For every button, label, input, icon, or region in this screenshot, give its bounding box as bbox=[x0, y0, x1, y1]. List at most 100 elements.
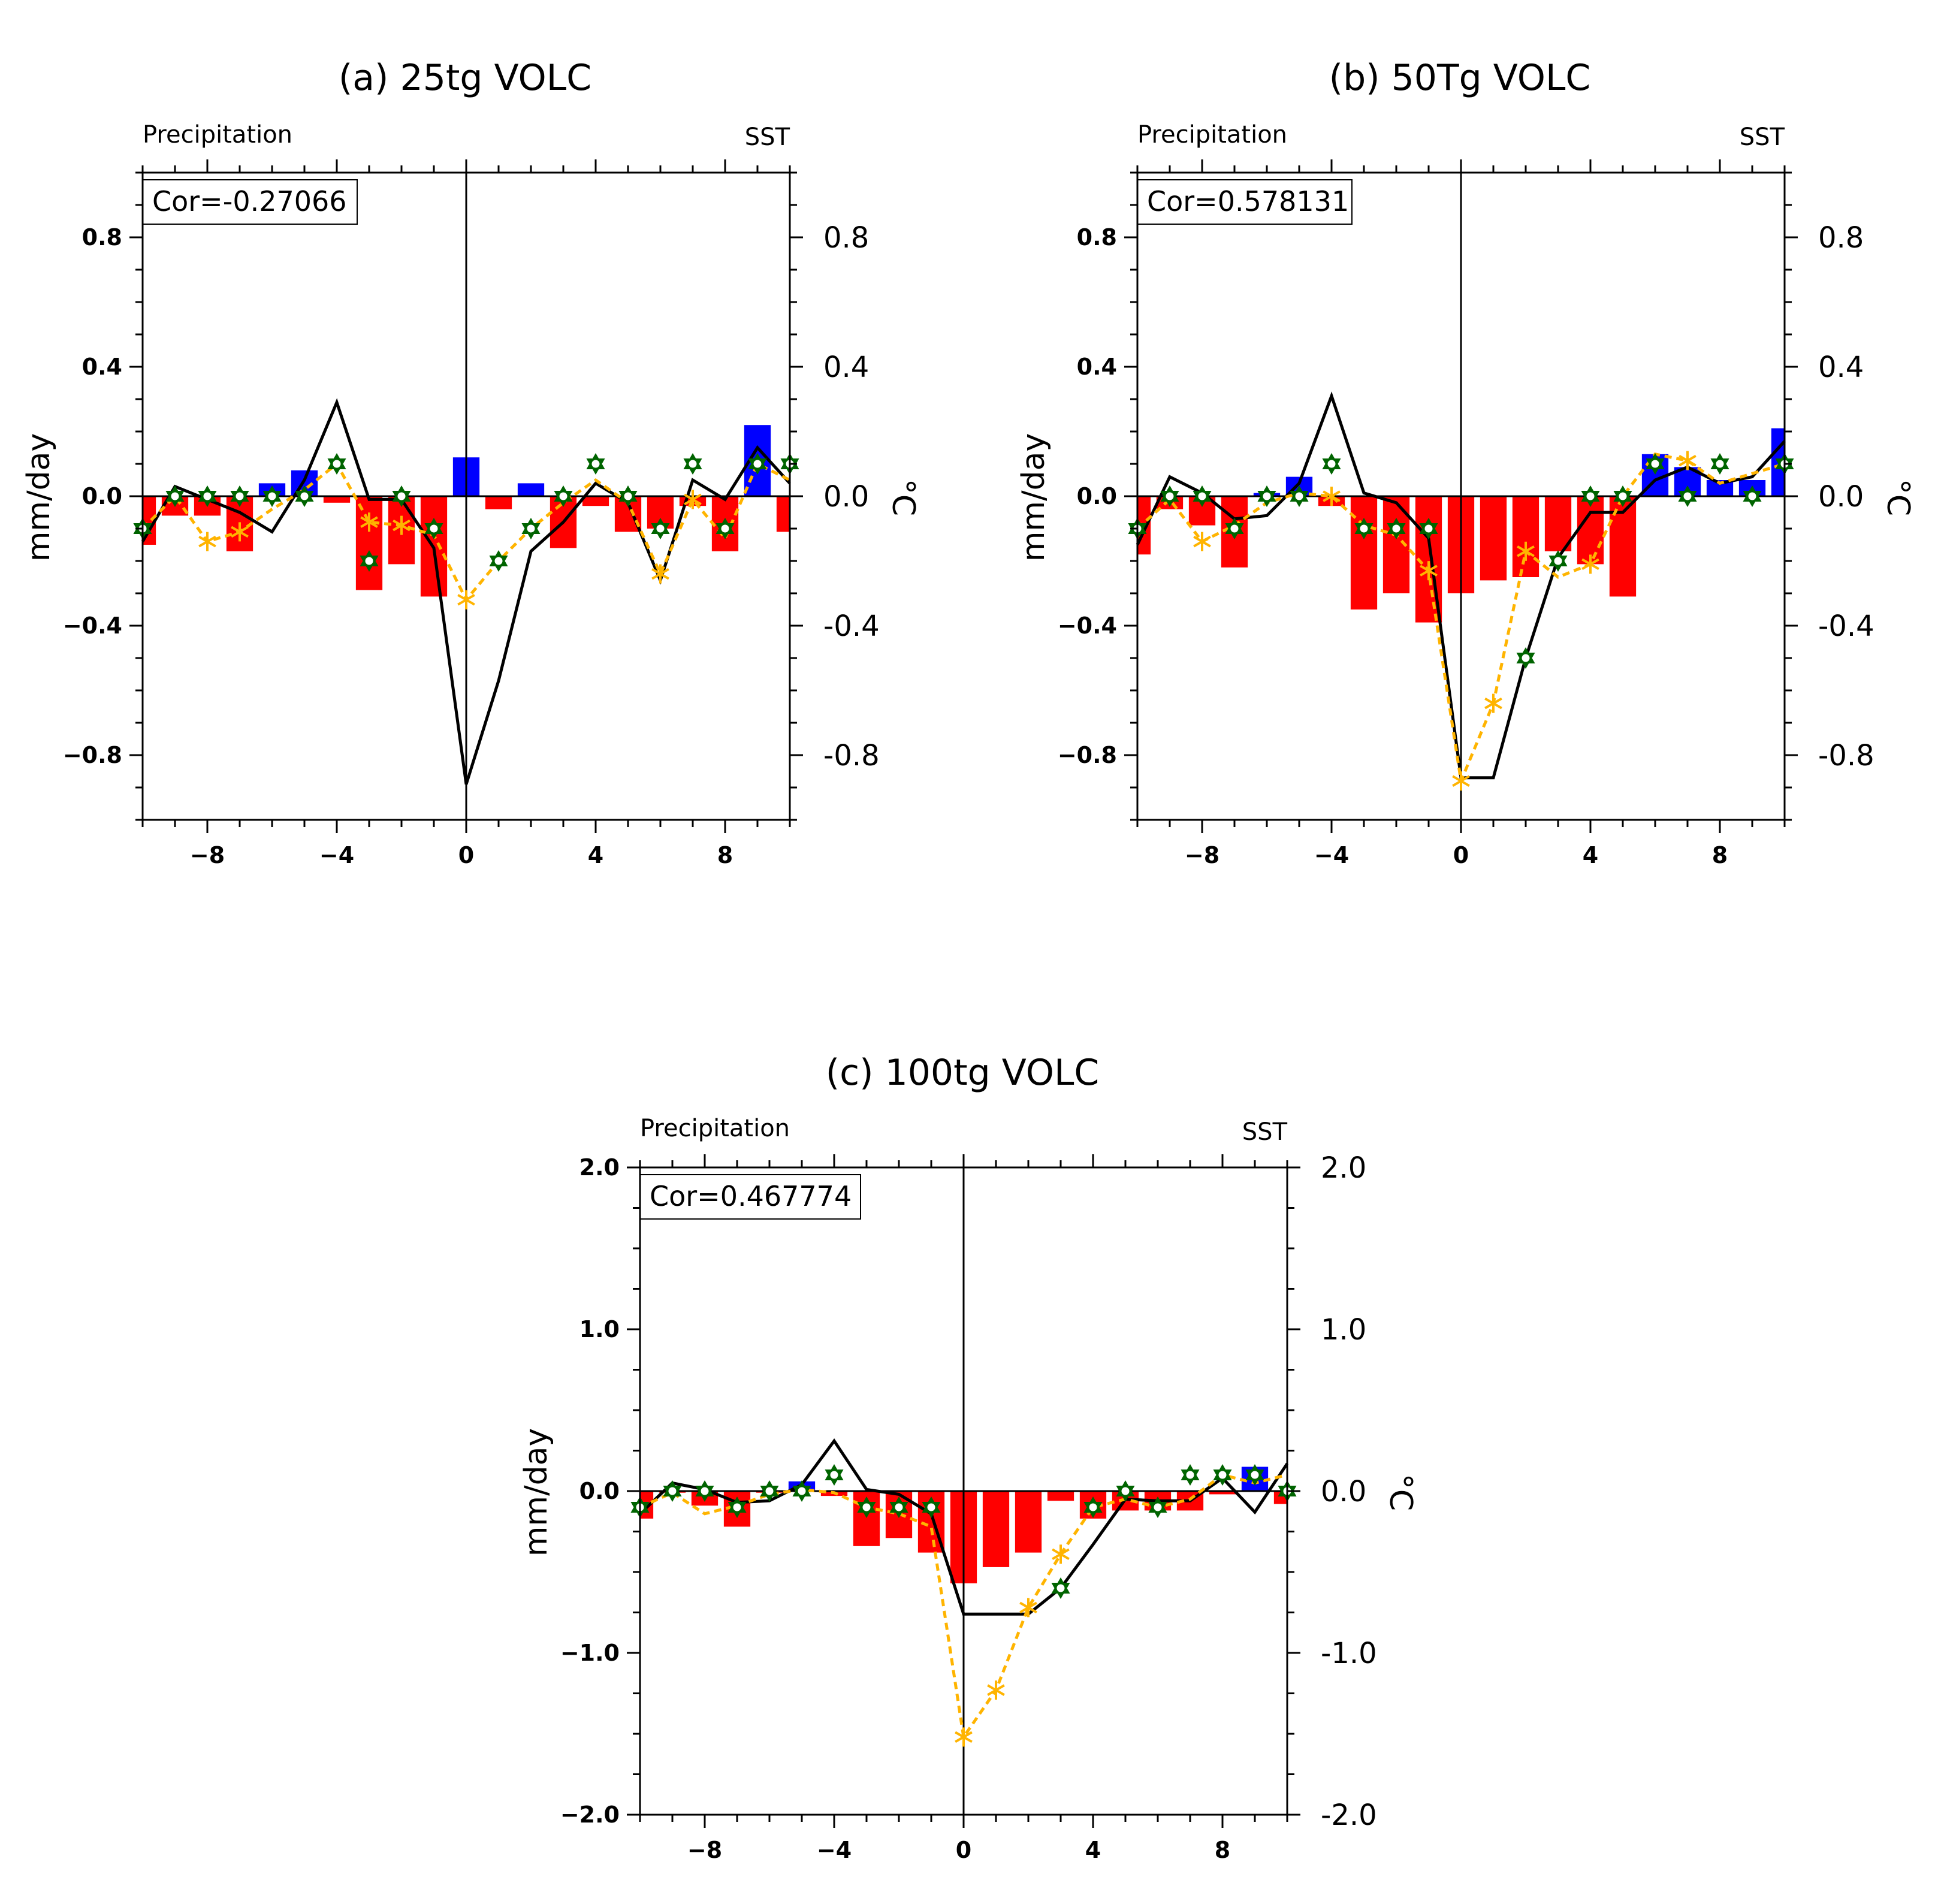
asterisk-marker bbox=[1679, 451, 1696, 470]
y2-tick-label: 1.0 bbox=[1321, 1313, 1366, 1347]
panel-b: (b) 50Tg VOLC Precipitation SST mm/day °… bbox=[1016, 57, 1916, 562]
plot-area: −0.8 -0.8 −0.4 -0.4 0.0 0.0 0.4 0.4 0.8 0.8 −8 −4 0 4… bbox=[63, 159, 880, 868]
y-tick-label: 0.0 bbox=[579, 1478, 620, 1504]
asterisk-marker bbox=[955, 1727, 973, 1747]
asterisk-stroke bbox=[360, 516, 378, 528]
star-marker-center bbox=[1327, 460, 1336, 468]
precipitation-bar bbox=[355, 496, 383, 590]
y-tick-label: 0.0 bbox=[82, 483, 122, 509]
asterisk-marker bbox=[231, 522, 249, 542]
asterisk-marker bbox=[1581, 554, 1599, 574]
precipitation-bar bbox=[517, 483, 545, 496]
star-marker-center bbox=[1218, 1471, 1227, 1479]
asterisk-marker bbox=[360, 512, 378, 532]
star-marker-center bbox=[656, 524, 665, 533]
asterisk-stroke bbox=[955, 1731, 973, 1743]
precipitation-bar bbox=[1015, 1491, 1042, 1553]
correlation-box: Cor=0.467774 bbox=[639, 1174, 861, 1220]
plot-area: −0.8 -0.8 −0.4 -0.4 0.0 0.0 0.4 0.4 0.8 0.8 −8 −4 0 4… bbox=[1058, 159, 1874, 868]
star-marker-center bbox=[733, 1503, 741, 1511]
correlation-label: Cor=0.467774 bbox=[650, 1180, 852, 1212]
star-marker-center bbox=[1230, 524, 1239, 533]
star-marker-center bbox=[1198, 492, 1206, 500]
y2-tick-label: 2.0 bbox=[1321, 1151, 1366, 1185]
star-marker-center bbox=[527, 524, 535, 533]
y-tick-label: 0.0 bbox=[1077, 483, 1117, 509]
star-marker-center bbox=[1251, 1471, 1259, 1479]
star-marker-center bbox=[624, 492, 632, 500]
panel-title: (c) 100tg VOLC bbox=[826, 1052, 1100, 1094]
star-marker-center bbox=[1554, 557, 1562, 565]
correlation-box: Cor=-0.27066 bbox=[142, 179, 358, 225]
x-tick-label: −4 bbox=[817, 1837, 852, 1863]
star-marker-center bbox=[1295, 492, 1303, 500]
star-marker-center bbox=[559, 492, 567, 500]
y-tick-label: 0.4 bbox=[1077, 354, 1117, 380]
y2-tick-label: 0.4 bbox=[823, 351, 869, 384]
precipitation-bar bbox=[982, 1491, 1010, 1567]
star-marker-center bbox=[830, 1471, 838, 1479]
asterisk-stroke bbox=[1484, 697, 1502, 710]
asterisk-marker bbox=[1420, 561, 1438, 581]
asterisk-marker bbox=[1019, 1598, 1037, 1618]
correlation-label: Cor=0.578131 bbox=[1147, 185, 1349, 218]
star-marker-center bbox=[1619, 492, 1627, 500]
correlation-label: Cor=-0.27066 bbox=[152, 185, 347, 218]
asterisk-marker bbox=[1052, 1544, 1070, 1564]
asterisk-stroke bbox=[1679, 454, 1696, 467]
sst-label: SST bbox=[1242, 1118, 1288, 1146]
star-marker-center bbox=[1166, 492, 1174, 500]
star-marker-center bbox=[430, 524, 438, 533]
y-tick-label: 1.0 bbox=[579, 1316, 620, 1342]
precipitation-bar bbox=[1577, 496, 1604, 565]
y2-tick-label: 0.0 bbox=[823, 480, 869, 514]
y2-axis-label: °C bbox=[1880, 479, 1916, 516]
y2-tick-label: 0.0 bbox=[1321, 1475, 1366, 1508]
y2-tick-label: -0.8 bbox=[823, 739, 880, 773]
y-tick-label: 0.8 bbox=[1077, 224, 1117, 251]
y-tick-label: 0.4 bbox=[82, 354, 122, 380]
y-tick-label: −1.0 bbox=[560, 1640, 620, 1666]
star-marker-center bbox=[1089, 1503, 1097, 1511]
star-marker-center bbox=[927, 1503, 935, 1511]
asterisk-stroke bbox=[684, 493, 702, 506]
star-marker-center bbox=[494, 557, 503, 565]
star-marker-center bbox=[236, 492, 244, 500]
asterisk-stroke bbox=[1581, 558, 1599, 571]
star-marker-center bbox=[689, 460, 697, 468]
star-marker-center bbox=[895, 1503, 903, 1511]
star-marker-center bbox=[1748, 492, 1756, 500]
star-marker-center bbox=[862, 1503, 871, 1511]
star-marker-center bbox=[1056, 1584, 1065, 1592]
y2-axis-label: °C bbox=[1382, 1474, 1418, 1511]
plot-area: −2.0 -2.0 −1.0 -1.0 0.0 0.0 1.0 1.0 2.0 2.0 −8 −4 0 4… bbox=[560, 1151, 1377, 1863]
panel-title: (a) 25tg VOLC bbox=[339, 57, 591, 99]
y-tick-label: −2.0 bbox=[560, 1802, 620, 1828]
asterisk-stroke bbox=[1052, 1548, 1070, 1561]
y-tick-label: −0.8 bbox=[1058, 742, 1117, 768]
sst-label: SST bbox=[745, 123, 790, 151]
precipitation-bar bbox=[1544, 496, 1572, 551]
y2-tick-label: 0.4 bbox=[1818, 351, 1864, 384]
star-marker-center bbox=[1392, 524, 1400, 533]
x-tick-label: 4 bbox=[1085, 1837, 1101, 1863]
asterisk-stroke bbox=[1193, 535, 1211, 548]
sst-label: SST bbox=[1740, 123, 1785, 151]
star-marker-center bbox=[203, 492, 212, 500]
y2-tick-label: -0.8 bbox=[1818, 739, 1874, 773]
star-marker-center bbox=[753, 460, 762, 468]
star-marker-center bbox=[1263, 492, 1271, 500]
x-tick-label: 0 bbox=[458, 842, 474, 868]
star-marker-center bbox=[1154, 1503, 1162, 1511]
precipitation-bar bbox=[323, 496, 351, 503]
smoothed-line bbox=[639, 1473, 1288, 1741]
asterisk-stroke bbox=[987, 1684, 1005, 1696]
asterisk-stroke bbox=[1420, 565, 1438, 577]
star-marker-center bbox=[397, 492, 406, 500]
star-marker-center bbox=[798, 1487, 806, 1495]
precipitation-bar bbox=[485, 496, 512, 509]
asterisk-marker bbox=[1484, 693, 1502, 713]
star-marker-center bbox=[1683, 492, 1692, 500]
star-marker-center bbox=[171, 492, 179, 500]
